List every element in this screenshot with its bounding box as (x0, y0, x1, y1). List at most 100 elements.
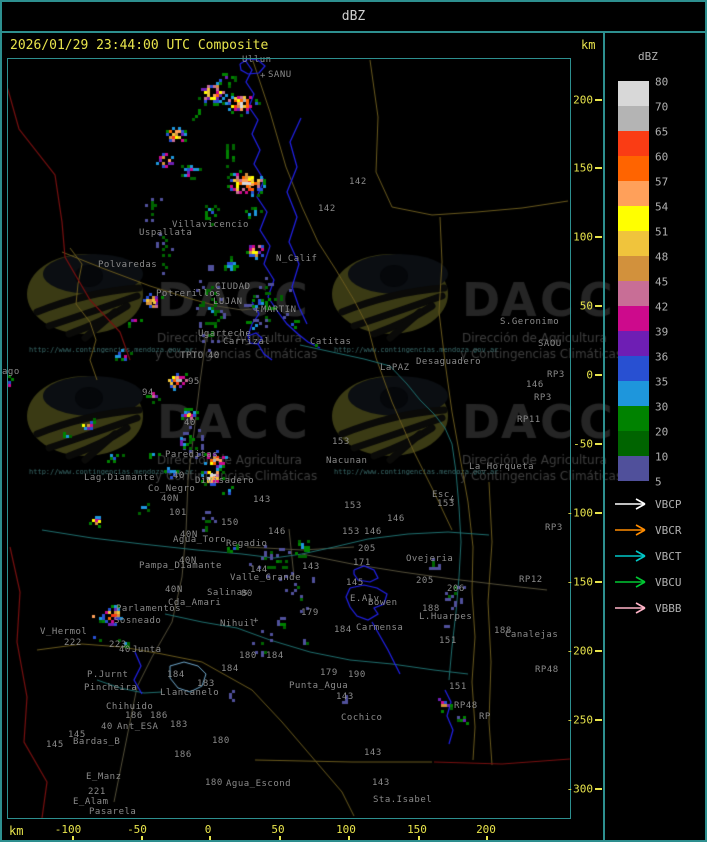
bottom-axis-tick (418, 836, 420, 840)
map-label: Ugarteche (198, 329, 252, 339)
bottom-axis-tick (486, 836, 488, 840)
map-label: Chihuido (106, 702, 154, 712)
map-label: + (260, 71, 266, 81)
map-label: 142 (349, 177, 367, 187)
map-label: 222 (64, 638, 82, 648)
right-axis-tick (595, 581, 602, 583)
map-label: Punta_Agua (289, 681, 349, 691)
map-label: Ovejeria (406, 554, 454, 564)
right-axis-tick (595, 374, 602, 376)
colorbar-value: 10 (655, 450, 669, 464)
map-label: 40N (180, 530, 198, 540)
map-label: Llancanelo (160, 688, 220, 698)
map-label: Divisadero (195, 476, 255, 486)
map-label: 80 (241, 589, 253, 599)
legend-arrows (615, 498, 646, 614)
map-label: 145 (68, 730, 86, 740)
vbcr-arrow-icon (615, 524, 646, 536)
colorbar-value: 42 (655, 300, 669, 314)
map-label: LUJAN (213, 297, 243, 307)
map-label: 184 (266, 651, 284, 661)
map-label: 188 (422, 604, 440, 614)
map-label: 153 (332, 437, 350, 447)
map-label: 184 (221, 664, 239, 674)
legend-arrow-label: VBCT (655, 550, 682, 563)
map-label: La_Horqueta (469, 462, 535, 472)
right-axis-label: 50 (579, 299, 593, 313)
bottom-axis-label: 0 (204, 823, 212, 836)
map-label: + (253, 616, 259, 626)
colorbar-value: 45 (655, 275, 669, 289)
map-label: RP48 (454, 701, 478, 711)
map-label: Co_Negro (148, 484, 196, 494)
map-label: 153 (344, 501, 362, 511)
map-label: Bardas_B (73, 737, 121, 747)
map-label: S.Geronimo (500, 317, 560, 327)
right-axis-tick (595, 443, 602, 445)
panel-divider (603, 31, 605, 840)
map-label: 186 (150, 711, 168, 721)
colorbar-value: 30 (655, 400, 669, 414)
map-label: Agua_Toro (173, 535, 227, 545)
colorbar-value: 80 (655, 75, 669, 89)
map-label: Lag.Diamante (84, 473, 156, 483)
colorbar-value: 48 (655, 250, 669, 264)
map-label: RP48 (535, 665, 559, 675)
top-title-bar: dBZ (2, 2, 705, 33)
bottom-axis-tick (209, 836, 211, 840)
map-label: 184 (334, 625, 352, 635)
map-label: Pampa_Diamante (139, 561, 222, 571)
map-label: 184 (167, 670, 185, 680)
map-label: Villavicencio (172, 220, 249, 230)
colorbar-swatch (618, 306, 649, 331)
map-label: Pareditas (165, 450, 219, 460)
vbcu-arrow-icon (615, 576, 646, 588)
right-axis-label: -250 (566, 713, 594, 727)
map-label: 40 (173, 471, 185, 481)
bottom-axis-label: 50 (271, 823, 285, 836)
map-label: Nihuil (220, 619, 256, 629)
map-label: LaPAZ (380, 363, 410, 373)
bottom-axis-label: 100 (336, 823, 356, 836)
map-label: Sta.Isabel (373, 795, 433, 805)
map-label: RP12 (519, 575, 543, 585)
colorbar-swatch (618, 131, 649, 156)
legend-arrow-label: VBCR (655, 524, 682, 537)
map-label: SAOU (538, 339, 562, 349)
colorbar-value: 65 (655, 125, 669, 139)
map-label: 221 (88, 787, 106, 797)
map-label: 40 (208, 351, 220, 361)
colorbar-value: 57 (655, 175, 669, 189)
map-label: Parlamentos (116, 604, 182, 614)
map-label: Regadio (226, 539, 268, 549)
map-label: Catitas (310, 337, 352, 347)
map-label: Bowen (368, 598, 398, 608)
top-title: dBZ (341, 9, 366, 24)
bottom-axis-tick (348, 836, 350, 840)
map-label: 188 (494, 626, 512, 636)
bottom-axis-tick (279, 836, 281, 840)
map-label: 146 (526, 380, 544, 390)
map-label: 179 (320, 668, 338, 678)
colorbar-swatch (618, 231, 649, 256)
title-row: 2026/01/29 23:44:00 UTC Composite km (2, 33, 705, 57)
map-label: 223 (109, 640, 127, 650)
map-label: 180 (205, 778, 223, 788)
colorbar-swatch (618, 156, 649, 181)
map-label: 180 (239, 651, 257, 661)
colorbar-value: 39 (655, 325, 669, 339)
map-label: MARTIN (261, 305, 297, 315)
map-label: 142 (318, 204, 336, 214)
map-label: Ant_ESA (117, 722, 159, 732)
map-label: 40N (161, 494, 179, 504)
colorbar-swatch (618, 206, 649, 231)
map-label: TPTO (180, 351, 204, 361)
map-label: N_Calif (276, 254, 318, 264)
colorbar-value: 20 (655, 425, 669, 439)
bottom-axis-tick (72, 836, 74, 840)
right-axis-unit: km (581, 38, 596, 52)
map-label: 40 (119, 645, 131, 655)
map-label: E.Alv (350, 594, 380, 604)
colorbar-value: 54 (655, 200, 669, 214)
